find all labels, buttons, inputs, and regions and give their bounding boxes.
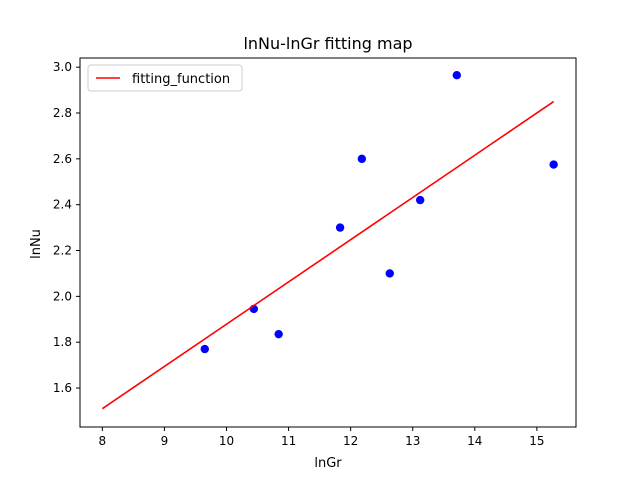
y-tick-label: 1.6 <box>53 381 72 395</box>
data-point <box>452 70 462 80</box>
x-tick-label: 15 <box>529 434 544 448</box>
axes-frame <box>79 57 577 428</box>
y-tick-label: 2.0 <box>53 289 72 303</box>
legend: fitting_function <box>87 64 243 92</box>
data-point <box>549 160 558 169</box>
chart-title: lnNu-lnGr fitting map <box>243 34 412 53</box>
data-point <box>357 154 367 164</box>
x-tick-label: 8 <box>99 434 107 448</box>
plot-area <box>79 57 577 428</box>
x-tick-label: 10 <box>219 434 234 448</box>
x-axis-ticks: 8 9 10 11 12 13 14 15 <box>99 427 545 448</box>
y-tick-label: 2.6 <box>53 152 72 166</box>
y-tick-label: 2.2 <box>53 244 72 258</box>
x-tick-label: 13 <box>405 434 420 448</box>
y-tick-label: 1.8 <box>53 335 72 349</box>
x-tick-label: 12 <box>343 434 358 448</box>
legend-box <box>87 64 243 92</box>
x-axis-label: lnGr <box>314 456 342 471</box>
legend-label: fitting_function <box>132 72 230 87</box>
x-tick-label: 14 <box>467 434 482 448</box>
y-tick-label: 2.8 <box>53 106 72 120</box>
data-point <box>274 329 283 339</box>
x-tick-label: 9 <box>161 434 169 448</box>
y-axis-ticks: 1.6 1.8 2.0 2.2 2.4 2.6 2.8 3.0 <box>53 60 80 395</box>
data-point <box>200 344 209 354</box>
data-point <box>335 223 345 232</box>
data-point <box>415 195 425 205</box>
data-point <box>385 269 394 278</box>
fitting-function-line <box>101 100 555 410</box>
y-tick-label: 2.4 <box>53 198 72 212</box>
y-tick-label: 3.0 <box>53 60 72 74</box>
y-axis-label: lnNu <box>29 229 44 259</box>
x-tick-label: 11 <box>281 434 296 448</box>
